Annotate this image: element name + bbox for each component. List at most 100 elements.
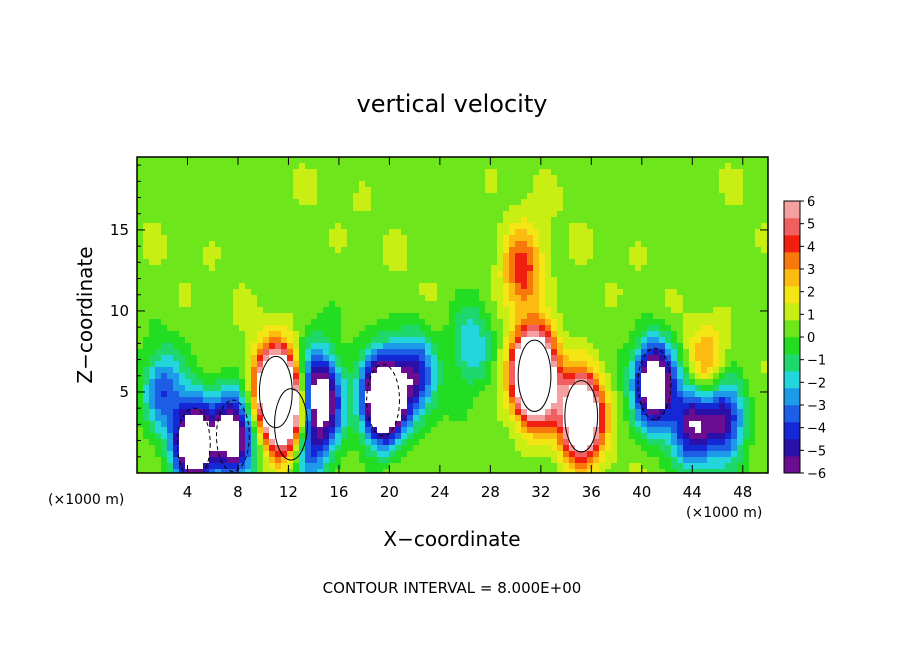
heatmap-cell [539,265,546,272]
heatmap-cell [707,199,714,206]
heatmap-cell [731,229,738,236]
heatmap-cell [143,355,150,362]
heatmap-cell [749,385,756,392]
heatmap-cell [461,259,468,266]
heatmap-cell [713,289,720,296]
heatmap-cell [389,283,396,290]
heatmap-cell [497,277,504,284]
heatmap-cell [551,421,558,428]
heatmap-cell [173,433,180,440]
heatmap-cell [707,373,714,380]
heatmap-cell [719,355,726,362]
heatmap-cell [587,343,594,350]
heatmap-cell [587,205,594,212]
heatmap-cell [689,169,696,176]
heatmap-cell [155,355,162,362]
heatmap-cell [347,331,354,338]
heatmap-cell [317,349,324,356]
heatmap-cell [737,343,744,350]
heatmap-cell [743,301,750,308]
heatmap-cell [515,169,522,176]
heatmap-cell [713,169,720,176]
heatmap-cell [149,271,156,278]
heatmap-cell [671,355,678,362]
heatmap-cell [461,211,468,218]
heatmap-cell [587,181,594,188]
heatmap-cell [329,247,336,254]
heatmap-cell [695,355,702,362]
heatmap-cell [245,379,252,386]
heatmap-cell [251,427,258,434]
heatmap-cell [401,259,408,266]
heatmap-cell [413,385,420,392]
heatmap-cell [593,295,600,302]
heatmap-cell [191,331,198,338]
heatmap-cell [419,307,426,314]
heatmap-cell [545,409,552,416]
heatmap-cell [551,283,558,290]
heatmap-cell [755,259,762,266]
heatmap-cell [377,307,384,314]
heatmap-cell [539,343,546,350]
heatmap-cell [335,325,342,332]
heatmap-cell [725,427,732,434]
heatmap-cell [455,163,462,170]
heatmap-cell [389,421,396,428]
heatmap-cell [473,187,480,194]
heatmap-cell [557,385,564,392]
heatmap-cell [599,289,606,296]
heatmap-cell [173,211,180,218]
heatmap-cell [497,217,504,224]
heatmap-cell [695,205,702,212]
heatmap-cell [611,421,618,428]
heatmap-cell [743,175,750,182]
heatmap-cell [395,415,402,422]
heatmap-cell [257,211,264,218]
heatmap-cell [617,259,624,266]
heatmap-cell [617,313,624,320]
heatmap-cell [473,157,480,164]
heatmap-cell [755,211,762,218]
heatmap-cell [359,373,366,380]
heatmap-cell [407,259,414,266]
heatmap-cell [743,325,750,332]
heatmap-cell [443,163,450,170]
heatmap-cell [419,271,426,278]
heatmap-cell [371,421,378,428]
heatmap-cell [263,349,270,356]
heatmap-cell [623,385,630,392]
heatmap-cell [197,403,204,410]
heatmap-cell [539,337,546,344]
heatmap-cell [221,439,228,446]
heatmap-cell [557,301,564,308]
heatmap-cell [239,223,246,230]
heatmap-cell [173,427,180,434]
heatmap-cell [209,331,216,338]
heatmap-cell [431,235,438,242]
heatmap-cell [425,295,432,302]
heatmap-cell [389,181,396,188]
heatmap-cell [521,295,528,302]
heatmap-cell [533,361,540,368]
heatmap-cell [731,181,738,188]
heatmap-cell [629,187,636,194]
heatmap-cell [305,361,312,368]
heatmap-cell [437,367,444,374]
heatmap-cell [755,349,762,356]
heatmap-cell [251,211,258,218]
heatmap-cell [263,307,270,314]
heatmap-cell [479,193,486,200]
heatmap-cell [425,241,432,248]
heatmap-cell [623,349,630,356]
heatmap-cell [197,163,204,170]
heatmap-cell [629,409,636,416]
heatmap-cell [677,403,684,410]
heatmap-cell [659,289,666,296]
heatmap-cell [419,181,426,188]
heatmap-cell [473,169,480,176]
heatmap-cell [419,367,426,374]
heatmap-cell [479,415,486,422]
heatmap-cell [575,421,582,428]
heatmap-cell [623,367,630,374]
heatmap-cell [497,301,504,308]
